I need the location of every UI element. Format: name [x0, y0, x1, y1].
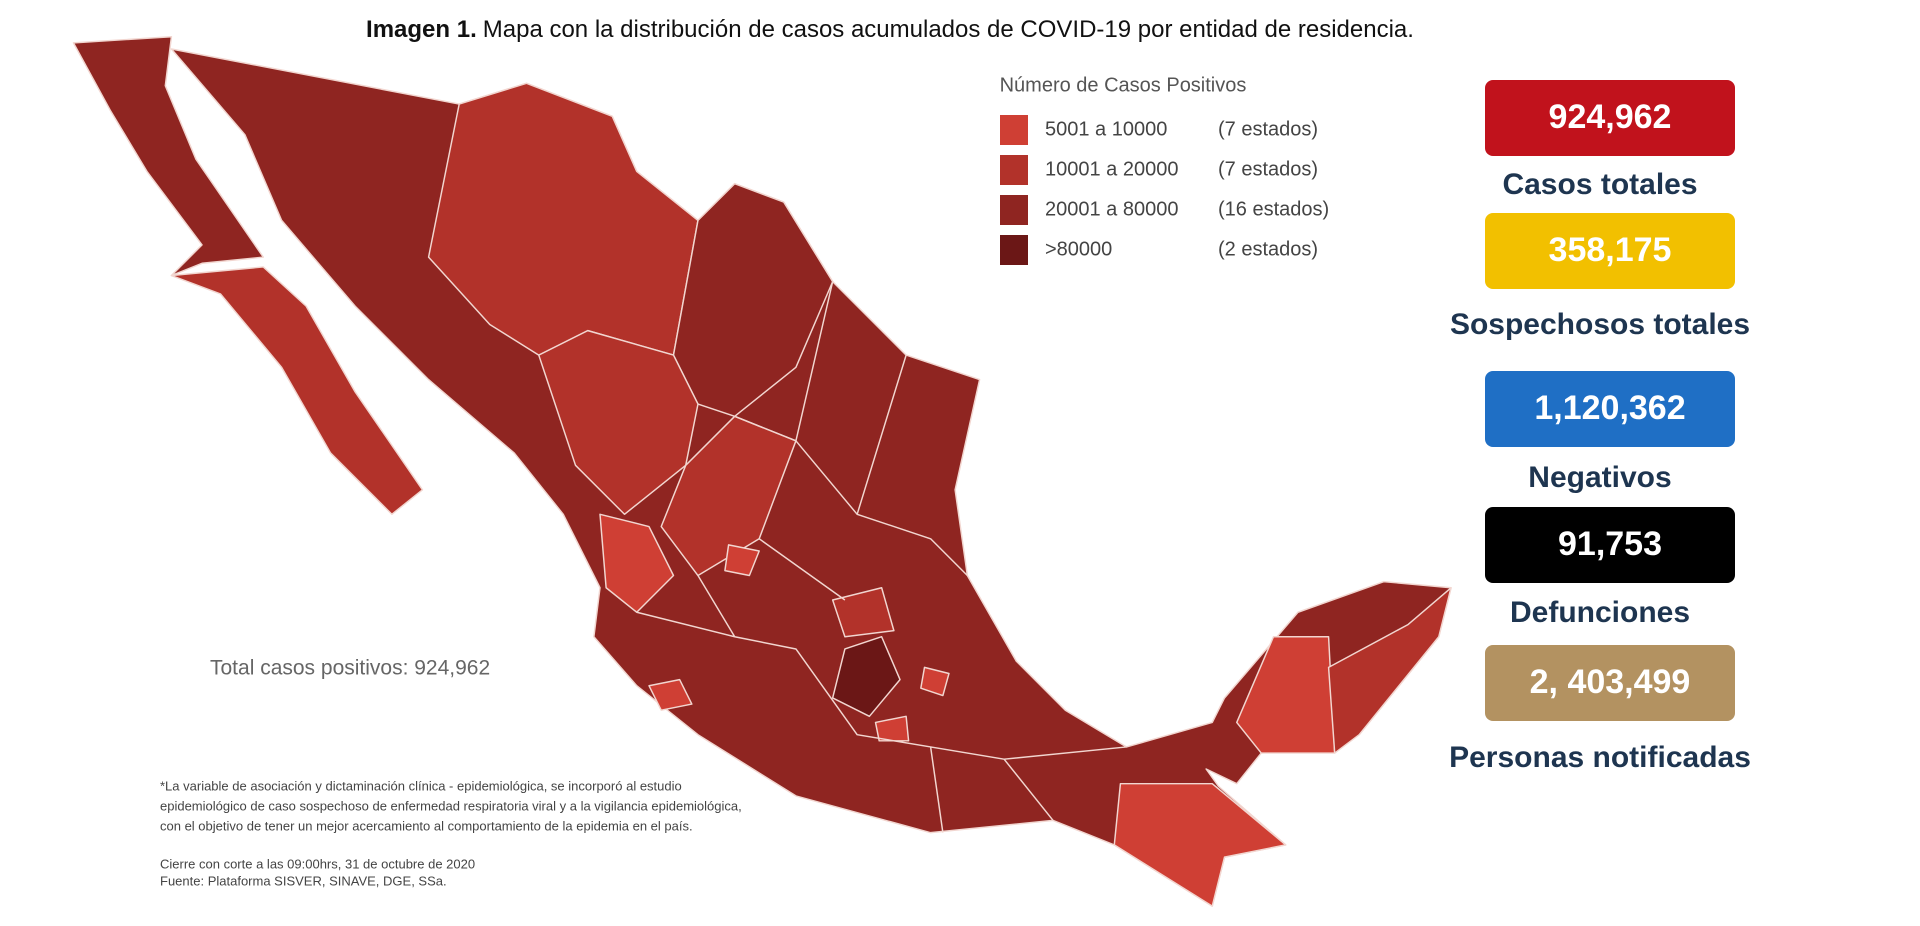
- legend-count: (16 estados): [1218, 198, 1329, 220]
- stat-box: [1485, 213, 1735, 289]
- legend-count: (7 estados): [1218, 118, 1318, 140]
- legend-swatch: [1000, 195, 1028, 225]
- footnote-line: con el objetivo de tener un mejor acerca…: [160, 818, 693, 833]
- stat-value: 91,753: [1558, 525, 1662, 563]
- legend-swatch: [1000, 155, 1028, 185]
- source-line: Fuente: Plataforma SISVER, SINAVE, DGE, …: [160, 873, 447, 888]
- legend-range: 5001 a 10000: [1045, 118, 1167, 140]
- stat-label: Casos totales: [1502, 168, 1697, 201]
- map-durango: [538, 329, 699, 516]
- map-aguascalientes: [724, 544, 760, 577]
- stat-value: 1,120,362: [1534, 389, 1685, 427]
- stat-box: [1485, 80, 1735, 156]
- map-campeche: [1236, 636, 1336, 754]
- stat-label: Sospechosos totales: [1450, 308, 1750, 341]
- map-chiapas: [1113, 782, 1287, 907]
- title: Imagen 1. Mapa con la distribución de cas…: [366, 16, 1414, 43]
- legend-range: 20001 a 80000: [1045, 198, 1178, 220]
- source-line: Cierre con corte a las 09:00hrs, 31 de o…: [160, 856, 475, 871]
- stat-value: 924,962: [1549, 98, 1672, 136]
- map-tlaxcala: [920, 666, 950, 697]
- stat-box: [1485, 645, 1735, 721]
- legend-range: 10001 a 20000: [1045, 158, 1178, 180]
- map-cdmx: [831, 636, 901, 718]
- stat-label: Negativos: [1528, 461, 1671, 494]
- total-note: Total casos positivos: 924,962: [210, 657, 490, 680]
- map-colima: [648, 678, 693, 711]
- map: [72, 36, 1452, 907]
- map-morelos: [874, 715, 910, 742]
- title-text: Mapa con la distribución de casos acumul…: [483, 16, 1414, 43]
- stat-value: 358,175: [1549, 231, 1672, 269]
- legend-count: (2 estados): [1218, 238, 1318, 260]
- map-baja-california-sur: [170, 266, 424, 516]
- legend-range: >80000: [1045, 238, 1112, 260]
- legend-count: (7 estados): [1218, 158, 1318, 180]
- title-label: Imagen 1.: [366, 16, 477, 43]
- legend: Número de Casos Positivos 5001 a 10000 (7…: [1000, 74, 1329, 265]
- legend-swatch: [1000, 235, 1028, 265]
- stat-label: Defunciones: [1510, 596, 1690, 629]
- stat-box: [1485, 371, 1735, 447]
- stat-value: 2, 403,499: [1530, 663, 1691, 701]
- stat-label: Personas notificadas: [1449, 741, 1751, 774]
- map-internal-borders: [636, 281, 1127, 833]
- footnote: *La variable de asociación y dictaminaci…: [160, 778, 742, 888]
- legend-swatch: [1000, 115, 1028, 145]
- footnote-line: epidemiológico de caso sospechoso de enf…: [160, 798, 742, 813]
- legend-title: Número de Casos Positivos: [1000, 74, 1247, 96]
- map-queretaro: [831, 587, 895, 638]
- map-baja-california: [72, 36, 265, 277]
- footnote-line: *La variable de asociación y dictaminaci…: [160, 778, 682, 793]
- map-quintana-roo: [1327, 587, 1452, 754]
- map-nayarit: [599, 513, 675, 613]
- stat-box: [1485, 507, 1735, 583]
- stats: 924,962 Casos totales 358,175 Sospechosos t…: [1449, 80, 1751, 774]
